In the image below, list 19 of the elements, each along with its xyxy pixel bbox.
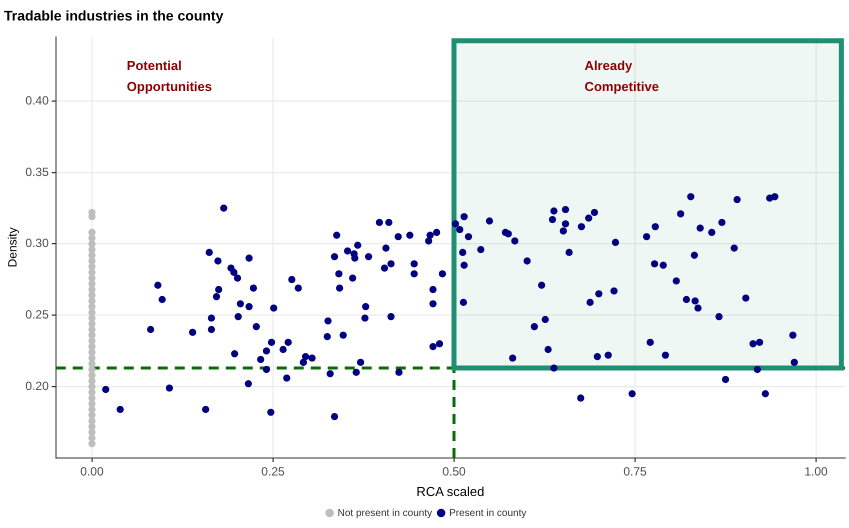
y-tick-label: 0.40 [25, 93, 50, 108]
y-tick-label: 0.35 [25, 164, 50, 179]
x-tick-label: 0.25 [261, 464, 285, 479]
x-tick-label: 0.50 [442, 464, 466, 479]
point [88, 440, 96, 448]
point [88, 422, 96, 430]
annotation: Already Competitive [584, 58, 659, 94]
y-tick-label: 0.20 [25, 378, 50, 393]
legend-label: Present in county [449, 508, 526, 519]
y-axis-title: Density [6, 227, 20, 268]
x-tick-label: 0.75 [623, 464, 648, 479]
x-axis-title: RCA scaled [416, 484, 484, 499]
annotation: Potential Opportunities [126, 58, 212, 94]
chart-title: Tradable industries in the county [4, 7, 224, 24]
x-tick-label: 1.00 [804, 464, 828, 479]
legend-label: Not present in county [338, 508, 432, 519]
x-tick-label: 0.00 [80, 464, 104, 479]
y-tick-label: 0.25 [25, 308, 50, 322]
y-tick-label: 0.30 [25, 236, 50, 250]
